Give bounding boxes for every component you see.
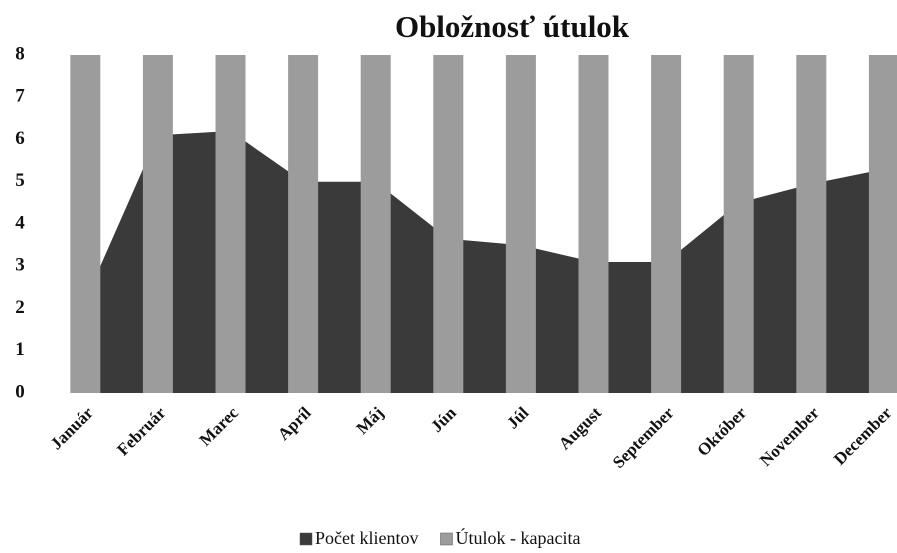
bar [360, 55, 391, 393]
y-tick-label: 4 [15, 212, 25, 233]
bar [70, 55, 101, 393]
y-tick-label: 1 [15, 339, 25, 360]
x-tick-label: Marec [196, 403, 243, 450]
x-tick-label: Máj [352, 403, 387, 438]
area [85, 131, 884, 394]
y-tick-label: 2 [15, 297, 25, 318]
bar [651, 55, 682, 393]
chart-title: Obložnosť útulok [395, 9, 630, 44]
x-tick-label: Január [47, 403, 97, 453]
bar [288, 55, 319, 393]
bar [215, 55, 246, 393]
bar [868, 55, 897, 393]
y-tick-label: 7 [15, 86, 25, 107]
x-tick-label: Február [113, 403, 169, 459]
y-tick-label: 5 [15, 170, 25, 191]
x-tick-label: August [555, 403, 605, 453]
bar [723, 55, 754, 393]
bar [433, 55, 464, 393]
x-tick-label: Jún [427, 403, 460, 436]
bar [796, 55, 827, 393]
y-tick-label: 3 [15, 255, 25, 276]
legend-swatch [299, 532, 313, 546]
x-tick-label: November [756, 403, 823, 470]
y-tick-label: 6 [15, 128, 25, 149]
legend-label: Počet klientov [315, 528, 418, 548]
bar [505, 55, 536, 393]
x-tick-label: Júl [503, 403, 533, 433]
x-tick-label: December [830, 403, 896, 469]
legend-label: Útulok - kapacita [455, 527, 580, 548]
x-tick-label: Október [693, 403, 750, 460]
y-tick-label: 8 [15, 43, 25, 64]
x-tick-label: September [609, 403, 678, 472]
legend-swatch [440, 532, 453, 546]
x-tick-label: Apríl [274, 403, 315, 444]
bar [578, 55, 609, 393]
bar [142, 55, 173, 393]
y-tick-label: 0 [15, 381, 25, 402]
